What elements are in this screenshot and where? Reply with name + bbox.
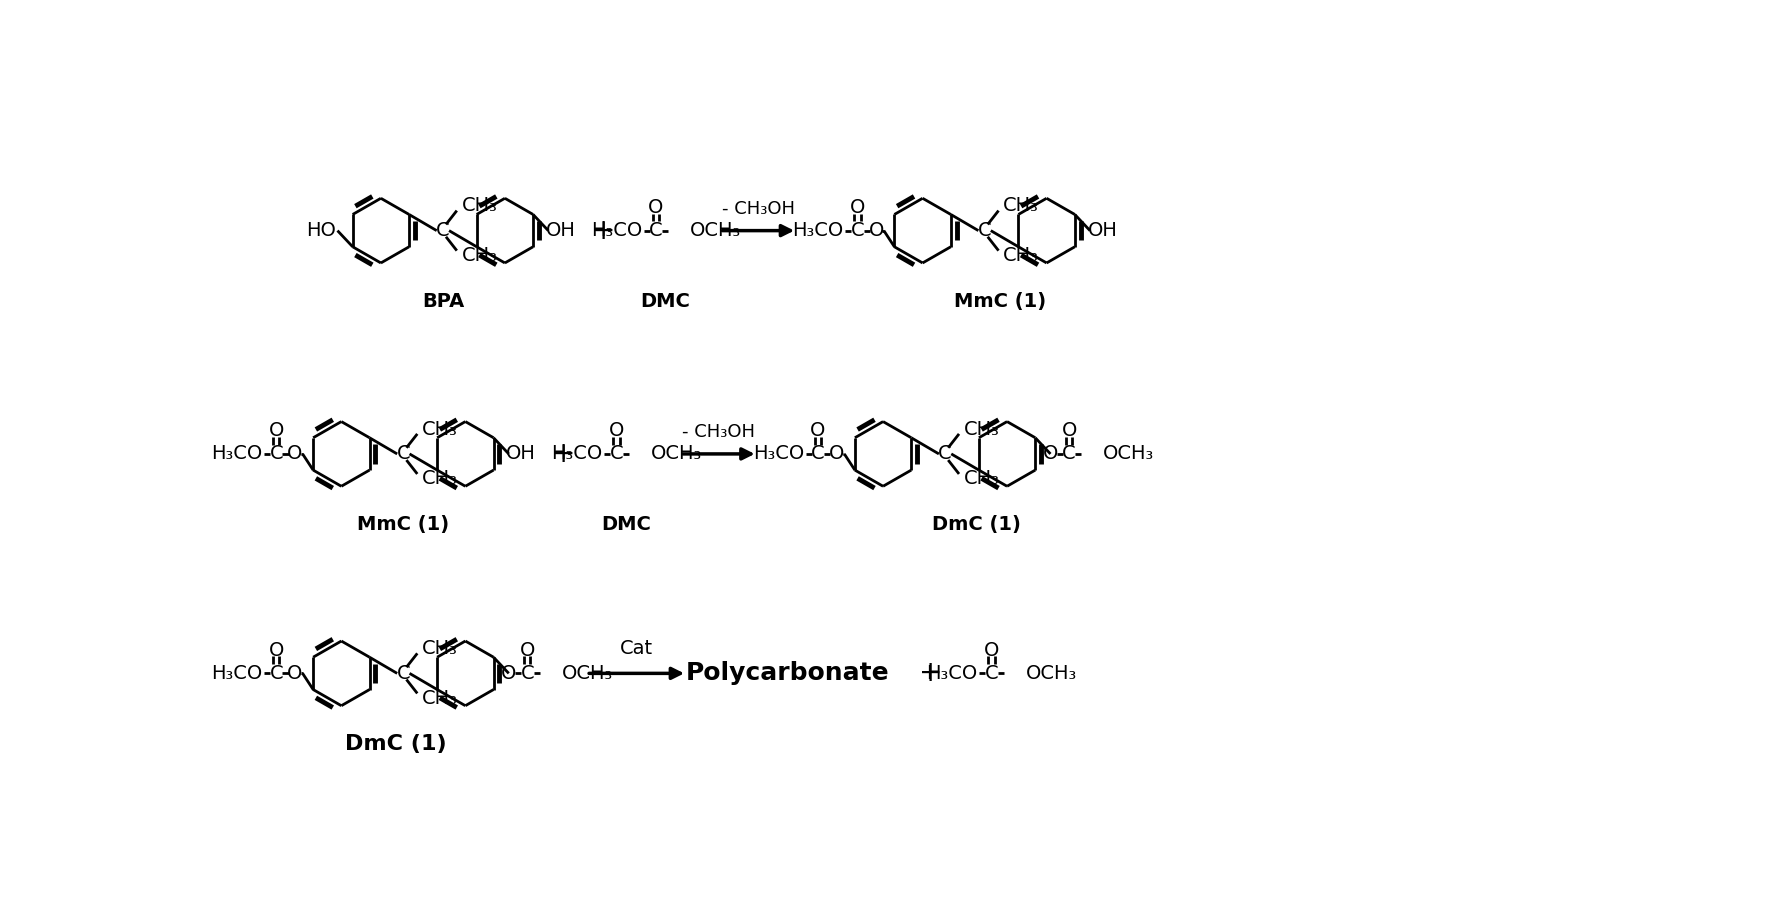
Text: C: C (650, 222, 662, 240)
Text: H₃CO: H₃CO (211, 444, 263, 463)
Text: HO: HO (305, 222, 336, 240)
Text: OCH₃: OCH₃ (1103, 444, 1154, 463)
Text: H₃CO: H₃CO (211, 664, 263, 683)
Text: O: O (268, 641, 284, 660)
Text: O: O (648, 198, 664, 217)
Text: DmC (1): DmC (1) (932, 515, 1021, 534)
Text: - CH₃OH: - CH₃OH (721, 200, 796, 218)
Text: C: C (851, 222, 865, 240)
Text: MmC (1): MmC (1) (357, 515, 449, 534)
Text: CH₃: CH₃ (1003, 196, 1039, 215)
Text: H₃CO: H₃CO (551, 444, 602, 463)
Text: CH₃: CH₃ (423, 639, 458, 658)
Text: O: O (810, 421, 826, 440)
Text: +: + (920, 659, 943, 687)
Text: OH: OH (1087, 222, 1117, 240)
Text: MmC (1): MmC (1) (954, 292, 1046, 311)
Text: C: C (1062, 444, 1076, 463)
Text: OH: OH (506, 444, 536, 463)
Text: DMC: DMC (641, 292, 691, 311)
Text: O: O (1062, 421, 1076, 440)
Text: O: O (501, 664, 517, 683)
Text: +: + (591, 217, 614, 244)
Text: CH₃: CH₃ (964, 419, 1000, 439)
Text: CH₃: CH₃ (1003, 246, 1039, 265)
Text: DmC (1): DmC (1) (345, 735, 446, 755)
Text: OCH₃: OCH₃ (1027, 664, 1076, 683)
Text: C: C (609, 444, 623, 463)
Text: CH₃: CH₃ (423, 419, 458, 439)
Text: H₃CO: H₃CO (927, 664, 977, 683)
Text: CH₃: CH₃ (462, 196, 497, 215)
Text: C: C (938, 444, 952, 463)
Text: H₃CO: H₃CO (591, 222, 643, 240)
Text: H₃CO: H₃CO (753, 444, 805, 463)
Text: OCH₃: OCH₃ (650, 444, 702, 463)
Text: O: O (829, 444, 844, 463)
Text: C: C (437, 222, 449, 240)
Text: O: O (609, 421, 623, 440)
Text: H₃CO: H₃CO (792, 222, 844, 240)
Text: CH₃: CH₃ (423, 688, 458, 707)
Text: DMC: DMC (600, 515, 650, 534)
Text: OH: OH (545, 222, 575, 240)
Text: BPA: BPA (421, 292, 464, 311)
Text: C: C (270, 444, 282, 463)
Text: O: O (868, 222, 884, 240)
Text: C: C (270, 664, 282, 683)
Text: CH₃: CH₃ (964, 469, 1000, 489)
Text: CH₃: CH₃ (462, 246, 497, 265)
Text: OCH₃: OCH₃ (561, 664, 613, 683)
Text: O: O (849, 198, 865, 217)
Text: C: C (396, 444, 410, 463)
Text: C: C (396, 664, 410, 683)
Text: C: C (812, 444, 824, 463)
Text: CH₃: CH₃ (423, 469, 458, 489)
Text: O: O (268, 421, 284, 440)
Text: O: O (1043, 444, 1058, 463)
Text: - CH₃OH: - CH₃OH (682, 423, 755, 441)
Text: Polycarbonate: Polycarbonate (686, 661, 890, 686)
Text: C: C (520, 664, 535, 683)
Text: C: C (984, 664, 998, 683)
Text: +: + (552, 439, 575, 468)
Text: C: C (979, 222, 991, 240)
Text: O: O (520, 641, 535, 660)
Text: O: O (984, 641, 1000, 660)
Text: OCH₃: OCH₃ (691, 222, 741, 240)
Text: O: O (288, 444, 302, 463)
Text: Cat: Cat (620, 639, 654, 658)
Text: O: O (288, 664, 302, 683)
